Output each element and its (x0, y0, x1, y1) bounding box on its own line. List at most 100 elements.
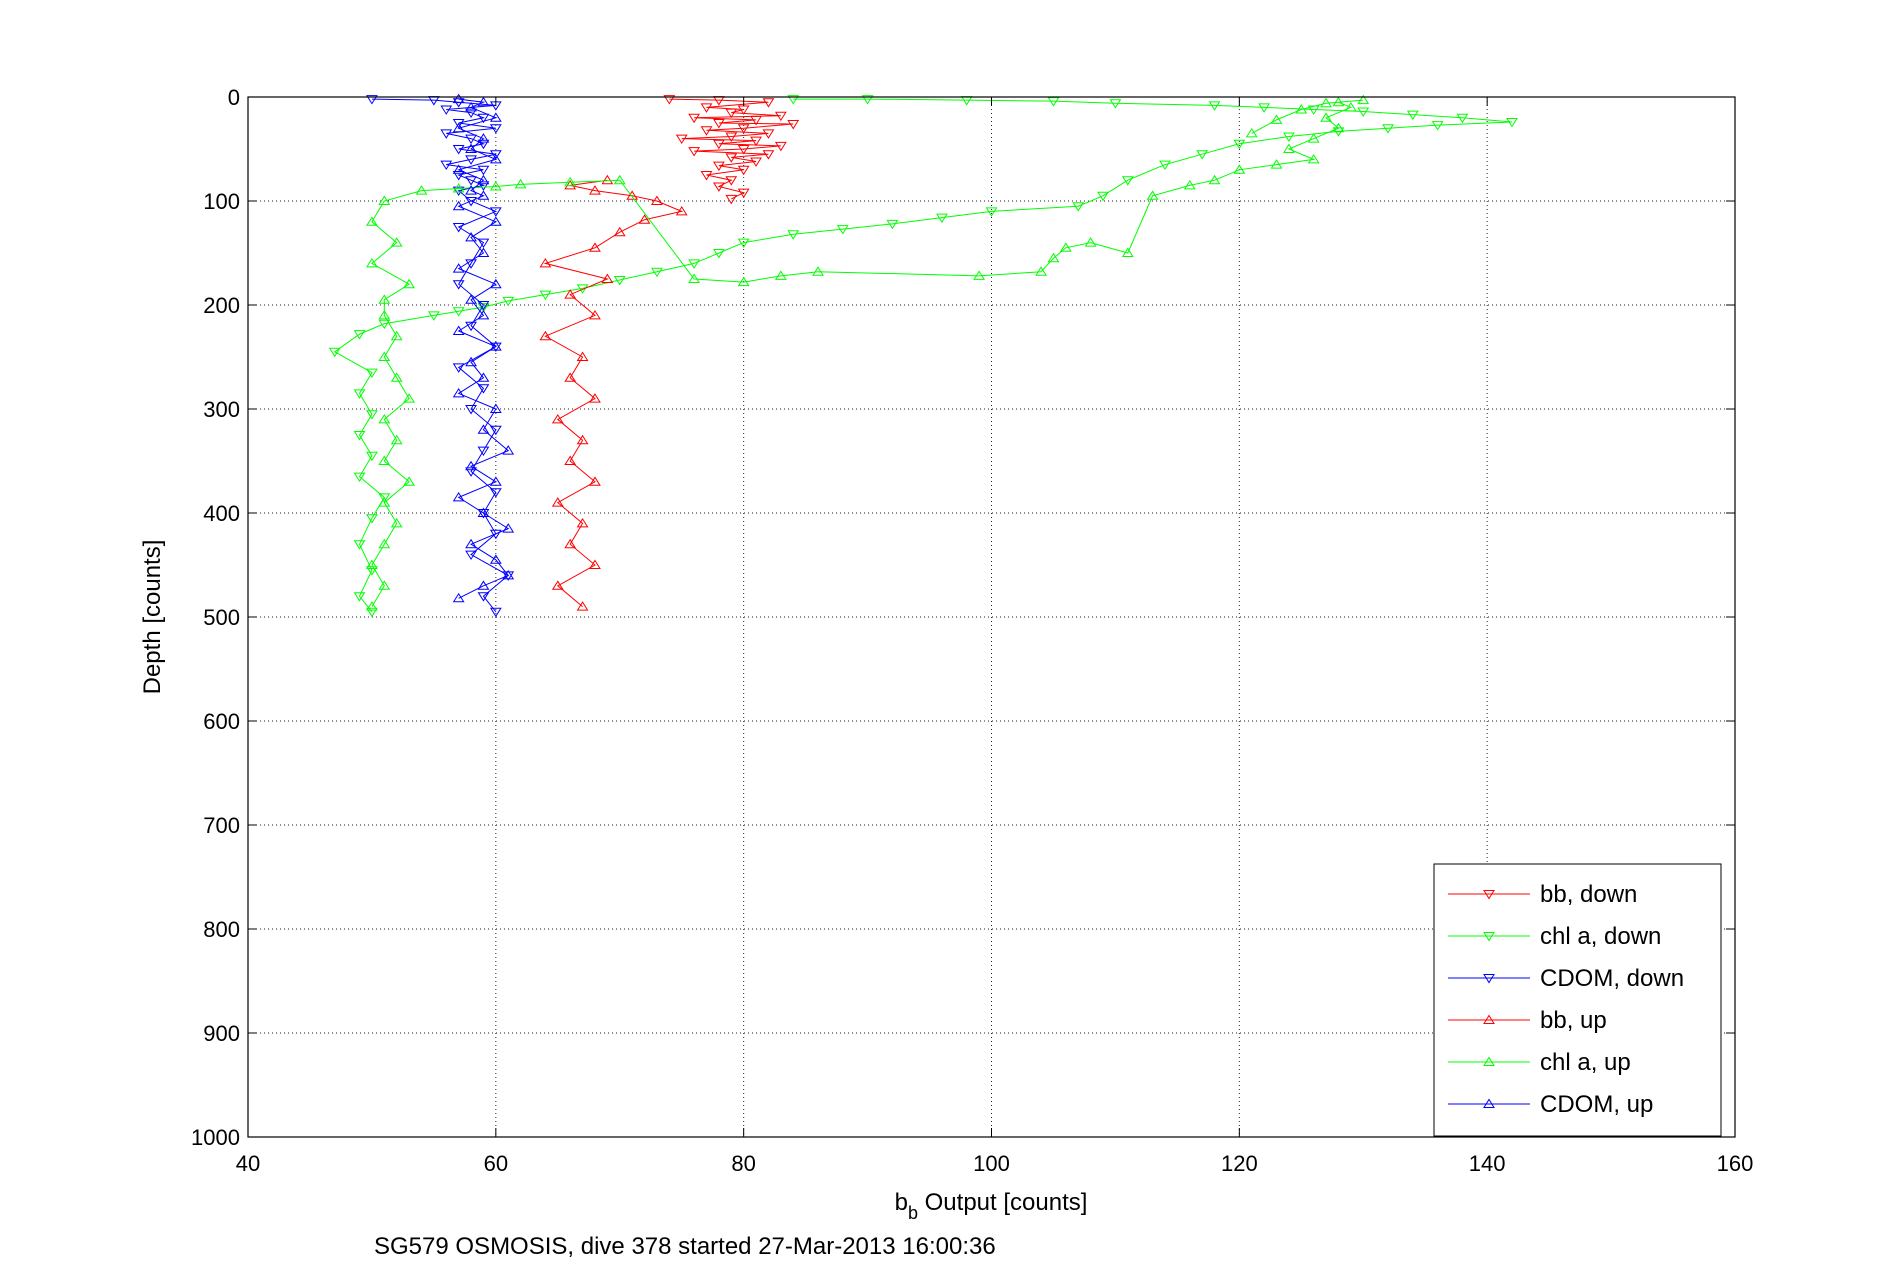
caption: SG579 OSMOSIS, dive 378 started 27-Mar-2… (374, 1233, 996, 1260)
data-point-chl-a-down (1072, 202, 1085, 212)
data-point-cdom-up (452, 263, 465, 273)
data-point-cdom-down (465, 405, 477, 415)
x-tick-label: 120 (1221, 1151, 1258, 1176)
data-point-chl-a-up (514, 178, 527, 189)
data-point-chl-a-up (564, 176, 577, 187)
data-point-cdom-up (452, 93, 465, 104)
legend-marker (1483, 932, 1495, 942)
data-point-bb-up (539, 330, 552, 341)
data-point-cdom-down (465, 197, 477, 207)
series-chl-a-down (328, 95, 1518, 618)
y-tick-label: 100 (203, 189, 240, 214)
y-tick-label: 800 (203, 917, 240, 942)
data-point-chl-a-up (390, 237, 403, 247)
data-point-chl-a-down (366, 368, 378, 379)
data-point-chl-a-down (1506, 117, 1518, 128)
y-tick-label: 400 (203, 501, 240, 526)
data-point-cdom-down (477, 165, 490, 176)
data-point-chl-a-up (1320, 112, 1332, 122)
data-point-bb-up (576, 434, 589, 445)
x-axis-label-subscript: b (908, 1203, 918, 1223)
data-point-chl-a-up (1084, 237, 1097, 247)
legend-marker (1483, 1014, 1495, 1024)
data-point-bb-up (601, 273, 614, 283)
data-point-chl-a-up (1047, 252, 1060, 263)
data-point-chl-a-up (366, 601, 378, 611)
data-point-bb-down (675, 134, 688, 145)
y-tick-label: 200 (203, 293, 240, 318)
data-point-cdom-down (502, 571, 515, 581)
data-point-chl-a-up (378, 413, 391, 424)
data-point-cdom-down (477, 113, 490, 124)
x-tick-label: 60 (484, 1151, 508, 1176)
series-line-chl-a-down (333, 98, 1512, 613)
data-point-chl-a-up (737, 276, 750, 287)
data-point-bb-up (539, 257, 552, 268)
data-point-bb-up (651, 195, 663, 205)
data-point-cdom-up (452, 387, 465, 398)
data-point-chl-a-down (836, 225, 849, 235)
data-point-cdom-up (477, 424, 490, 434)
data-point-bb-up (589, 393, 601, 403)
data-point-chl-a-up (1059, 242, 1072, 252)
data-point-cdom-up (477, 507, 490, 517)
legend-item: chl a, up (1448, 1049, 1631, 1076)
data-point-bb-down (712, 182, 725, 192)
data-point-bb-down (750, 115, 762, 126)
data-point-chl-a-up (366, 559, 378, 569)
data-point-bb-up (675, 205, 688, 216)
data-point-chl-a-down (353, 540, 366, 550)
data-point-chl-a-up (1245, 127, 1258, 138)
data-point-chl-a-up (366, 257, 378, 268)
data-point-chl-a-down (477, 303, 490, 313)
data-point-cdom-down (465, 176, 477, 186)
x-axis-label-rest: Output [counts] (918, 1189, 1087, 1216)
legend-label: bb, up (1540, 1007, 1607, 1034)
data-point-bb-down (737, 145, 750, 155)
data-point-cdom-down (489, 207, 502, 217)
x-tick-label: 40 (236, 1151, 260, 1176)
data-point-cdom-up (477, 580, 490, 590)
data-point-cdom-up (502, 523, 515, 533)
data-point-chl-a-down (353, 472, 366, 483)
data-point-cdom-up (465, 101, 477, 112)
data-point-chl-a-up (390, 517, 403, 528)
data-point-bb-down (725, 153, 738, 163)
data-point-chl-a-up (1344, 101, 1357, 112)
data-point-cdom-down (465, 467, 477, 477)
data-point-bb-up (638, 214, 651, 224)
data-point-bb-down (712, 161, 725, 172)
data-point-cdom-down (477, 509, 490, 519)
data-point-bb-down (737, 188, 750, 199)
data-point-chl-a-up (1270, 114, 1283, 124)
data-point-chl-a-down (502, 296, 515, 307)
data-point-chl-a-down (1208, 101, 1221, 111)
legend-marker (1483, 890, 1495, 900)
data-point-chl-a-down (1121, 176, 1134, 186)
data-point-bb-up (589, 476, 601, 486)
data-point-chl-a-down (378, 319, 391, 330)
data-point-cdom-down (477, 384, 490, 394)
data-point-bb-down (737, 124, 750, 134)
data-point-bb-up (576, 517, 589, 528)
data-point-chl-a-down (787, 230, 800, 240)
data-point-chl-a-up (403, 393, 415, 403)
legend-item: chl a, down (1448, 923, 1661, 950)
data-point-chl-a-up (1233, 164, 1246, 174)
data-point-chl-a-up (1183, 179, 1196, 190)
data-point-chl-a-up (390, 372, 403, 382)
series-cdom-up (452, 93, 515, 603)
data-point-cdom-down (440, 105, 453, 115)
data-point-chl-a-up (1307, 133, 1320, 143)
y-tick-label: 600 (203, 709, 240, 734)
data-point-chl-a-up (1320, 97, 1332, 108)
data-point-bb-down (762, 129, 775, 139)
data-point-bb-up (601, 174, 614, 185)
data-point-bb-down (787, 120, 800, 130)
data-point-cdom-down (452, 280, 465, 290)
data-point-cdom-up (452, 122, 465, 133)
data-point-cdom-down (489, 425, 502, 436)
data-point-chl-a-down (353, 431, 366, 441)
data-point-chl-a-down (712, 249, 725, 259)
data-point-chl-a-down (985, 207, 998, 217)
